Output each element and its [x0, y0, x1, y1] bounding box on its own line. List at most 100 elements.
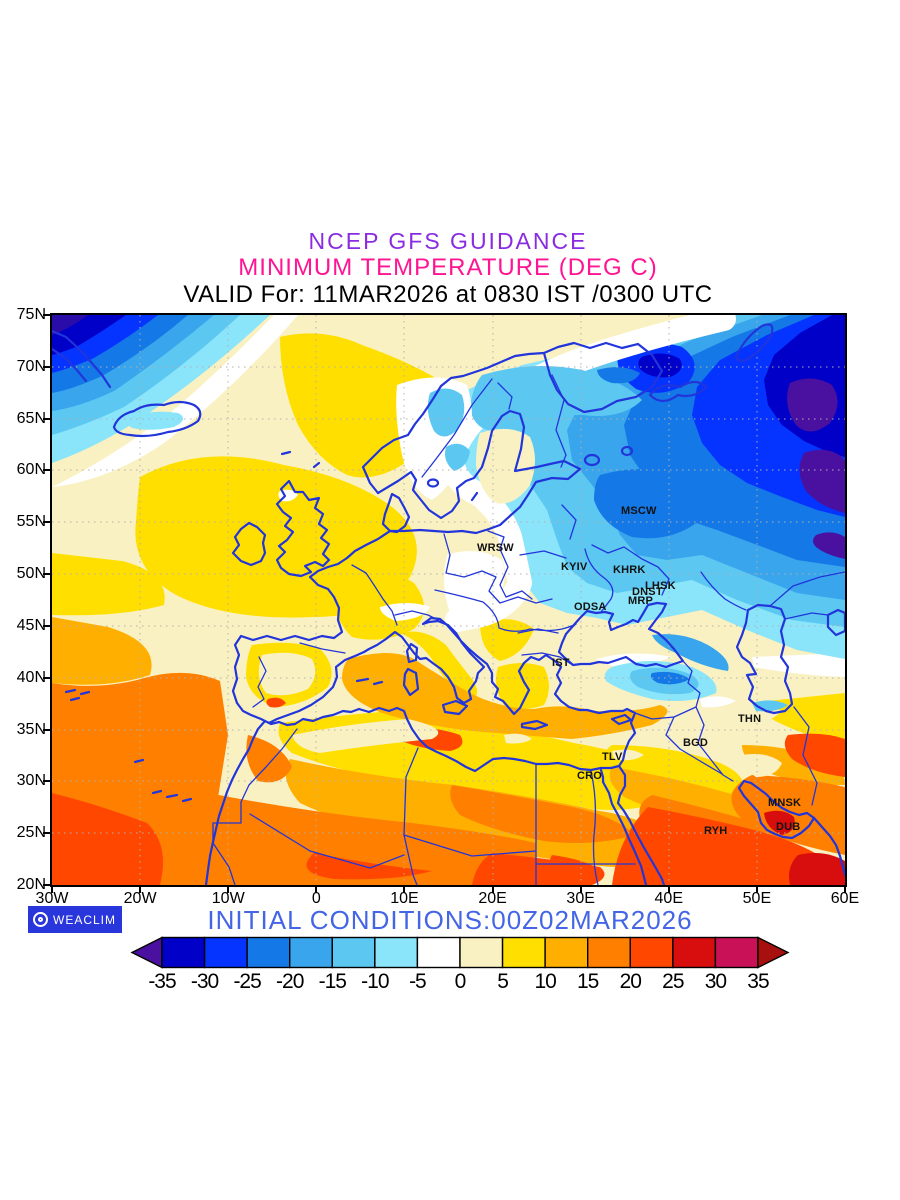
city-label-dub: DUB [776, 821, 801, 833]
city-label-mrp: MRP [628, 595, 654, 607]
lat-tick [43, 780, 50, 783]
anatolia-cold-blobs [127, 411, 788, 712]
lon-label-30W: 30W [35, 890, 69, 907]
colorbar-right-arrow [757, 936, 790, 969]
lon-label-50E: 50E [742, 890, 772, 907]
colorbar-tick--5: -5 [409, 970, 427, 993]
lat-label-55N: 55N [16, 513, 46, 531]
lat-label-45N: 45N [16, 616, 46, 634]
colorbar-tick--30: -30 [190, 970, 219, 993]
band-20-25 [52, 697, 845, 885]
lat-label-70N: 70N [16, 357, 46, 375]
city-label-khrk: KHRK [613, 564, 646, 576]
colorbar-box-7 [459, 936, 504, 969]
lon-tick [139, 885, 142, 893]
logo-text: WEACLIM [53, 912, 117, 927]
lat-label-35N: 35N [16, 720, 46, 738]
city-label-tlv: TLV [602, 751, 623, 763]
lon-label-20E: 20E [478, 890, 507, 907]
lon-tick [227, 885, 230, 893]
colorbar-tick-25: 25 [662, 970, 684, 993]
city-label-lhsk: LHSK [645, 580, 676, 592]
city-label-bgd: BGD [683, 737, 709, 749]
city-label-cro: CRO [577, 770, 603, 782]
scandinavia-pockets [396, 366, 642, 616]
city-label-ist: IST [552, 657, 570, 669]
colorbar-box-12 [672, 936, 717, 969]
lat-tick [43, 365, 50, 368]
weaclim-logo: WEACLIM [28, 906, 122, 933]
map-plot-area: MSCW WRSW KYIV KHRK LHSK DNST MRP ODSA IST THN BGD… [50, 313, 847, 887]
lon-label-40E: 40E [654, 890, 683, 907]
lon-tick [667, 885, 670, 893]
city-label-wrsw: WRSW [477, 542, 514, 554]
lat-label-30N: 30N [16, 772, 46, 790]
colorbar-tick--10: -10 [361, 970, 389, 993]
lon-tick [315, 885, 318, 893]
lon-label-30E: 30E [566, 890, 595, 907]
colorbar-tick--20: -20 [276, 970, 304, 993]
lon-tick [755, 885, 758, 893]
chart-title-parameter: MINIMUM TEMPERATURE (DEG C) [238, 254, 658, 281]
initial-conditions-label: INITIAL CONDITIONS:00Z02MAR2026 [207, 905, 693, 935]
coastlines [52, 323, 845, 885]
city-label-mscw: MSCW [621, 505, 657, 517]
city-label-dnst: DNST [632, 586, 663, 598]
colorbar-box-6 [416, 936, 461, 969]
lat-label-20N: 20N [16, 876, 46, 894]
lat-tick [43, 417, 50, 420]
city-label-kyiv: KYIV [561, 561, 588, 573]
lat-label-65N: 65N [16, 409, 46, 427]
colorbar-box-10 [587, 936, 631, 969]
colorbar-box-8 [501, 936, 546, 969]
lat-tick [43, 832, 50, 835]
colorbar-tick-5: 5 [497, 970, 509, 993]
chart-title-valid-time: VALID For: 11MAR2026 at 0830 IST /0300 U… [183, 281, 713, 308]
colorbar-box-3 [289, 936, 333, 969]
lon-tick [491, 885, 494, 893]
colorbar-tick-20: 20 [619, 970, 642, 993]
greenland-cold-corner [52, 315, 298, 487]
lat-label-60N: 60N [16, 461, 46, 479]
lat-tick [43, 573, 50, 576]
lat-tick [43, 521, 50, 524]
lat-label-50N: 50N [16, 565, 46, 583]
colorbar-tick-0: 0 [454, 970, 467, 993]
lon-label-10W: 10W [211, 890, 245, 907]
city-label-ryh: RYH [704, 825, 728, 837]
colorbar-left-arrow [130, 936, 163, 969]
lat-tick [43, 884, 50, 887]
lat-tick [43, 469, 50, 472]
lon-tick [51, 885, 53, 893]
lon-tick [579, 885, 582, 893]
band-15-20 [52, 672, 845, 885]
city-label-mnsk: MNSK [768, 797, 802, 809]
chart-title-model: NCEP GFS GUIDANCE [308, 228, 588, 254]
colorbar-box-13 [714, 936, 759, 969]
lon-label-0: 0 [311, 890, 321, 907]
lat-tick [43, 728, 50, 731]
lon-tick [403, 885, 406, 893]
lat-label-25N: 25N [16, 824, 46, 842]
lat-label-40N: 40N [16, 668, 46, 686]
colorbar-tick-15: 15 [577, 970, 599, 993]
lon-label-10E: 10E [390, 890, 419, 907]
lat-tick [43, 314, 50, 316]
colorbar-box-1 [203, 936, 248, 969]
lon-label-20W: 20W [123, 890, 157, 907]
colorbar-tick--25: -25 [233, 970, 261, 993]
colorbar-box-0 [161, 936, 206, 969]
lat-tick [43, 624, 50, 627]
colorbar-box-2 [246, 936, 291, 969]
copyright-circle-icon [33, 912, 48, 927]
colorbar-box-9 [544, 936, 589, 969]
colorbar-tick--35: -35 [148, 970, 176, 993]
colorbar-box-4 [331, 936, 376, 969]
band-25-30 [764, 810, 845, 885]
lat-tick [43, 676, 50, 679]
colorbar-tick--15: -15 [318, 970, 347, 993]
colorbar-box-5 [374, 936, 419, 969]
lon-label-60E: 60E [830, 890, 860, 907]
colorbar-box-11 [629, 936, 674, 969]
